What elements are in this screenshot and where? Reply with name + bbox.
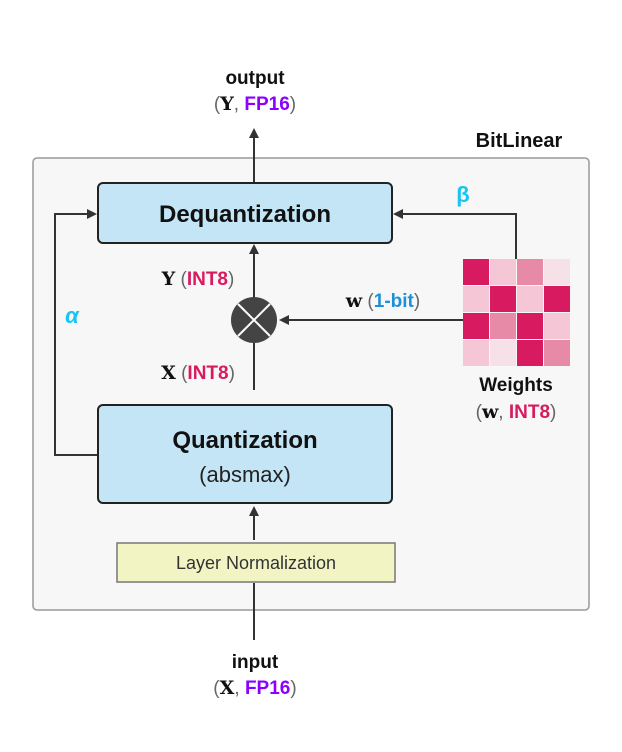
weight-cell (463, 340, 489, 366)
beta-arrow (393, 209, 517, 259)
x-int8-label: X (INT8) (161, 362, 235, 384)
alpha-label: α (65, 303, 80, 328)
dequantization-box (97, 182, 393, 244)
quantization-box (97, 404, 393, 504)
weight-cell (490, 313, 516, 339)
weights-grid (463, 259, 570, 366)
beta-label: β (456, 182, 469, 207)
alpha-arrow (54, 209, 98, 456)
weight-cell (463, 259, 489, 285)
layer-norm-label: Layer Normalization (176, 553, 336, 573)
weight-cell (463, 286, 489, 312)
weights-label: Weights (479, 375, 553, 396)
weights-type: (w, INT8) (476, 401, 557, 423)
bitlinear-title: BitLinear (476, 130, 563, 152)
weight-cell (544, 259, 570, 285)
input-label: input (232, 652, 279, 673)
weight-cell (463, 313, 489, 339)
weight-cell (544, 313, 570, 339)
output-label: output (225, 68, 285, 89)
weight-cell (490, 259, 516, 285)
output-type: (Y, FP16) (214, 93, 296, 115)
weight-cell (517, 259, 543, 285)
w-1bit-label: w (1-bit) (345, 290, 420, 312)
weight-cell (490, 286, 516, 312)
layer-norm-box (116, 542, 396, 583)
weight-cell (517, 340, 543, 366)
weight-cell (490, 340, 516, 366)
multiply-icon (231, 297, 277, 343)
weight-cell (544, 286, 570, 312)
y-int8-label: Y (INT8) (161, 268, 235, 290)
input-type: (X, FP16) (213, 677, 296, 699)
weight-cell (517, 286, 543, 312)
quantization-sublabel: (absmax) (199, 462, 291, 487)
weight-cell (517, 313, 543, 339)
weight-cell (544, 340, 570, 366)
quantization-label: Quantization (172, 427, 317, 454)
dequantization-label: Dequantization (159, 201, 331, 228)
